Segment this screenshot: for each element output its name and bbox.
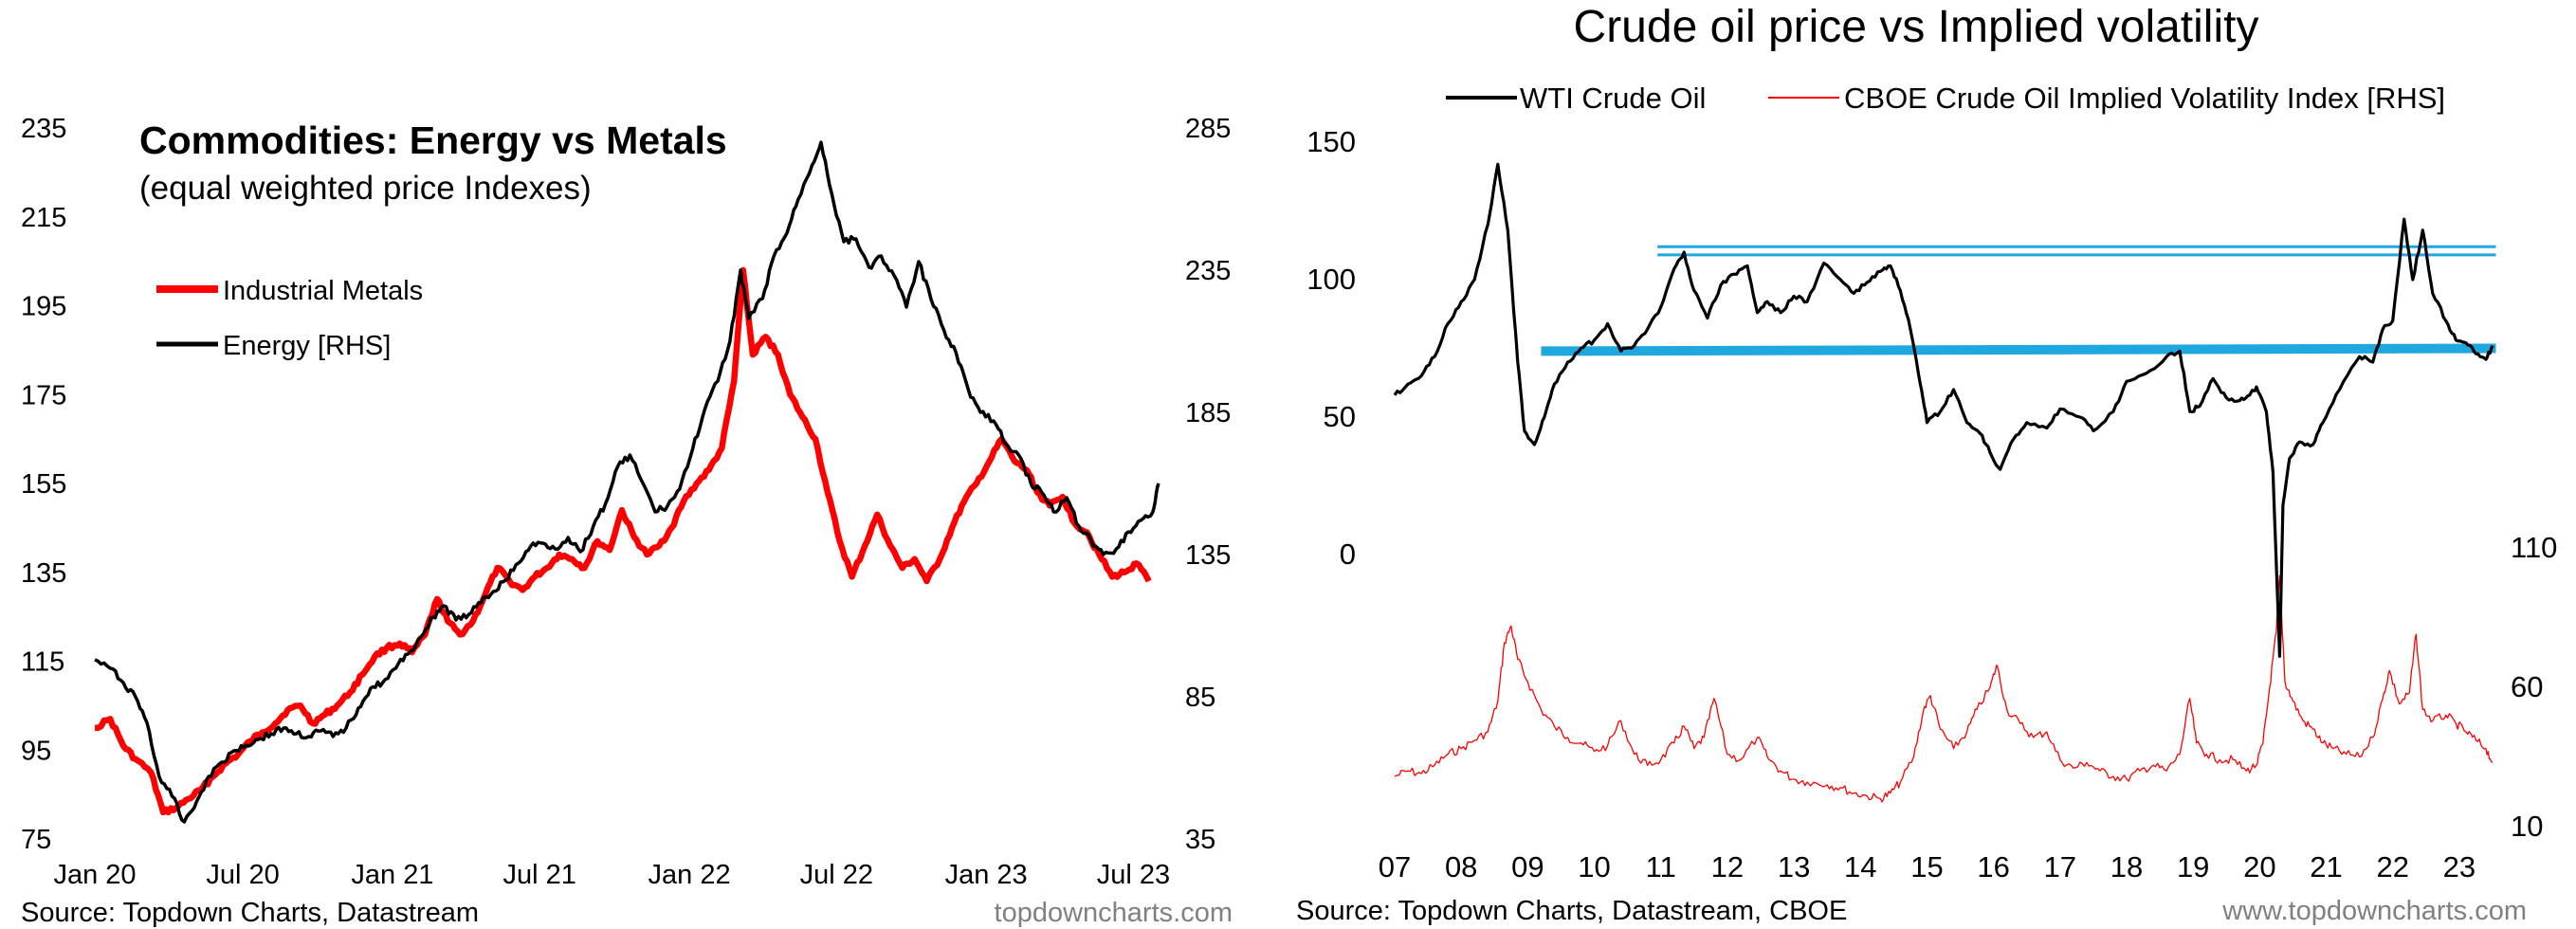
chart-title: Crude oil price vs Implied volatility bbox=[1574, 2, 2259, 52]
left-axis-tick-label: 0 bbox=[1340, 537, 1356, 571]
right-axis-tick-label: 235 bbox=[1185, 256, 1231, 286]
source-note: Source: Topdown Charts, Datastream, CBOE bbox=[1296, 896, 1847, 926]
series-line-wti bbox=[1393, 162, 2494, 658]
x-axis-tick-label: Jul 20 bbox=[206, 860, 279, 890]
legend-label-industrial-metals: Industrial Metals bbox=[223, 276, 423, 306]
x-axis-tick-label: Jul 22 bbox=[800, 860, 873, 890]
x-axis-tick-label: 18 bbox=[2110, 850, 2143, 883]
x-axis-tick-label: Jul 21 bbox=[503, 860, 576, 890]
energy-vs-metals-chart: Commodities: Energy vs Metals (equal wei… bbox=[0, 0, 1275, 929]
reference-line-3 bbox=[1541, 343, 2496, 356]
legend-label-cboe-ovx: CBOE Crude Oil Implied Volatility Index … bbox=[1844, 82, 2445, 115]
x-axis-tick-label: 07 bbox=[1379, 850, 1411, 883]
left-axis-tick-label: 95 bbox=[21, 736, 51, 766]
right-axis-tick-labels: 35 85 135 185 235 285 bbox=[1185, 114, 1231, 855]
chart-title: Commodities: Energy vs Metals bbox=[139, 118, 727, 162]
x-axis-tick-label: 14 bbox=[1844, 850, 1876, 883]
x-axis-tick-label: Jan 23 bbox=[945, 860, 1028, 890]
left-axis-tick-label: 195 bbox=[21, 292, 66, 322]
energy-vs-metals-chart-canvas: Commodities: Energy vs Metals (equal wei… bbox=[21, 114, 1233, 928]
legend-label-wti: WTI Crude Oil bbox=[1520, 82, 1706, 115]
x-axis-tick-label: Jan 22 bbox=[649, 860, 731, 890]
watermark: www.topdowncharts.com bbox=[2221, 896, 2527, 926]
source-note: Source: Topdown Charts, Datastream bbox=[21, 898, 479, 928]
x-axis-tick-label: Jul 23 bbox=[1097, 860, 1170, 890]
x-axis-tick-label: 20 bbox=[2243, 850, 2275, 883]
left-axis-tick-label: 175 bbox=[21, 380, 66, 410]
left-axis-tick-labels: 75 95 115 135 155 175 195 215 235 bbox=[21, 114, 66, 855]
series-lines bbox=[94, 140, 1160, 824]
x-axis-tick-label: 23 bbox=[2443, 850, 2476, 883]
horizontal-reference-lines bbox=[1541, 245, 2496, 356]
oil-price-vs-volatility-chart: Crude oil price vs Implied volatility WT… bbox=[1275, 0, 2576, 929]
left-axis-tick-label: 235 bbox=[21, 114, 66, 144]
right-axis-tick-label: 35 bbox=[1185, 825, 1215, 855]
x-axis-tick-label: 22 bbox=[2376, 850, 2408, 883]
oil-price-vs-volatility-chart-canvas: Crude oil price vs Implied volatility WT… bbox=[1296, 2, 2557, 926]
left-axis-tick-label: 50 bbox=[1324, 400, 1356, 433]
chart-subtitle: (equal weighted price Indexes) bbox=[139, 170, 592, 207]
x-axis-tick-label: 15 bbox=[1910, 850, 1943, 883]
right-axis-tick-label: 10 bbox=[2511, 810, 2543, 843]
legend-label-energy: Energy [RHS] bbox=[223, 331, 391, 361]
x-axis-tick-label: 21 bbox=[2310, 850, 2342, 883]
left-axis-tick-label: 155 bbox=[21, 469, 66, 500]
right-axis-tick-label: 185 bbox=[1185, 398, 1231, 428]
x-axis-tick-label: 19 bbox=[2177, 850, 2209, 883]
x-axis-tick-label: Jan 20 bbox=[53, 860, 136, 890]
x-axis-tick-label: 09 bbox=[1511, 850, 1544, 883]
x-axis-tick-labels: Jan 20 Jul 20 Jan 21 Jul 21 Jan 22 Jul 22 Jan … bbox=[53, 860, 1170, 890]
x-axis-tick-label: Jan 21 bbox=[351, 860, 433, 890]
x-axis-tick-labels: 07 08 09 10 11 12 13 14 15 16 17 18 19 20 21 22 23 bbox=[1379, 850, 2476, 883]
left-axis-tick-label: 100 bbox=[1306, 263, 1356, 296]
left-axis-tick-label: 135 bbox=[21, 558, 66, 589]
right-axis-tick-label: 60 bbox=[2511, 670, 2543, 703]
series-lines bbox=[1393, 162, 2494, 803]
right-axis-tick-label: 135 bbox=[1185, 540, 1231, 571]
series-line-industrial-metals bbox=[94, 266, 1152, 816]
x-axis-tick-label: 17 bbox=[2044, 850, 2076, 883]
right-axis-tick-label: 285 bbox=[1185, 114, 1231, 144]
series-line-cboe-ovx bbox=[1394, 574, 2494, 803]
x-axis-tick-label: 12 bbox=[1711, 850, 1744, 883]
left-axis-tick-label: 150 bbox=[1306, 125, 1356, 158]
left-axis-tick-label: 75 bbox=[21, 825, 51, 855]
right-axis-tick-labels: 10 60 110 bbox=[2511, 531, 2557, 843]
left-axis-tick-label: 115 bbox=[21, 647, 64, 678]
x-axis-tick-label: 10 bbox=[1578, 850, 1610, 883]
x-axis-tick-label: 08 bbox=[1445, 850, 1477, 883]
legend: Industrial Metals Energy [RHS] bbox=[156, 276, 423, 361]
series-line-energy bbox=[94, 140, 1160, 824]
legend: WTI Crude Oil CBOE Crude Oil Implied Vol… bbox=[1446, 82, 2445, 115]
right-axis-tick-label: 110 bbox=[2511, 531, 2557, 564]
watermark: topdowncharts.com bbox=[995, 898, 1233, 928]
x-axis-tick-label: 16 bbox=[1977, 850, 2009, 883]
x-axis-tick-label: 11 bbox=[1646, 850, 1676, 883]
right-axis-tick-label: 85 bbox=[1185, 683, 1215, 713]
left-axis-tick-label: 215 bbox=[21, 203, 66, 233]
left-axis-tick-labels: 0 50 100 150 bbox=[1306, 125, 1356, 571]
x-axis-tick-label: 13 bbox=[1778, 850, 1810, 883]
